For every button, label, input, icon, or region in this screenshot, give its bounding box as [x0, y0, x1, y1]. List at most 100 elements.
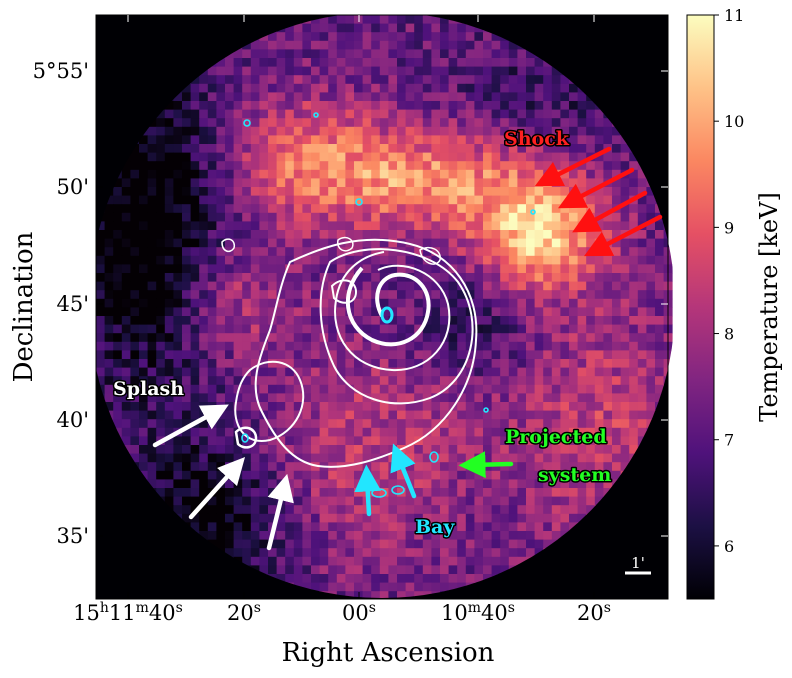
heatmap-cell: [190, 238, 200, 248]
heatmap-cell: [414, 350, 424, 360]
heatmap-cell: [147, 273, 157, 282]
heatmap-cell: [491, 479, 501, 489]
heatmap-cell: [577, 513, 587, 523]
heatmap-cell: [491, 169, 501, 179]
heatmap-cell: [612, 333, 621, 343]
heatmap-cell: [319, 290, 329, 300]
heatmap-cell: [319, 40, 329, 50]
heatmap-cell: [500, 83, 510, 93]
heatmap-cell: [328, 402, 338, 411]
heatmap-cell: [500, 66, 510, 76]
heatmap-cell: [620, 410, 630, 420]
heatmap-cell: [319, 195, 329, 205]
heatmap-cell: [646, 376, 656, 386]
heatmap-cell: [139, 144, 148, 153]
heatmap-cell: [483, 479, 492, 489]
heatmap-cell: [173, 178, 183, 188]
heatmap-cell: [121, 230, 131, 239]
heatmap-cell: [431, 152, 441, 162]
heatmap-cell: [465, 101, 475, 110]
heatmap-cell: [483, 118, 492, 128]
heatmap-cell: [242, 178, 252, 188]
heatmap-cell: [491, 49, 501, 59]
heatmap-cell: [388, 281, 398, 291]
heatmap-cell: [242, 169, 252, 179]
heatmap-cell: [319, 470, 329, 480]
heatmap-cell: [104, 316, 114, 325]
heatmap-cell: [345, 496, 355, 506]
heatmap-cell: [156, 453, 166, 463]
heatmap-cell: [362, 513, 372, 523]
heatmap-cell: [250, 58, 260, 67]
heatmap-cell: [345, 40, 355, 50]
heatmap-cell: [388, 212, 398, 222]
heatmap-cell: [508, 58, 518, 67]
heatmap-cell: [586, 135, 596, 145]
heatmap-cell: [293, 281, 303, 291]
heatmap-cell: [414, 531, 424, 540]
heatmap-cell: [225, 204, 234, 214]
heatmap-cell: [603, 462, 613, 472]
heatmap-cell: [311, 75, 320, 85]
heatmap-cell: [465, 135, 475, 145]
heatmap-cell: [276, 393, 286, 403]
heatmap-cell: [603, 479, 613, 489]
heatmap-cell: [594, 264, 604, 274]
heatmap-cell: [130, 290, 140, 300]
splash-arrow: [266, 473, 294, 551]
heatmap-cell: [388, 539, 398, 549]
heatmap-cell: [388, 479, 398, 489]
heatmap-cell: [379, 49, 389, 59]
heatmap-cell: [319, 582, 329, 592]
heatmap-cell: [285, 178, 295, 188]
heatmap-cell: [182, 324, 191, 334]
heatmap-cell: [199, 255, 209, 265]
heatmap-cell: [250, 273, 260, 282]
heatmap-cell: [311, 556, 320, 566]
heatmap-cell: [328, 264, 338, 274]
x-tick-label: 20s: [227, 600, 261, 625]
heatmap-cell: [569, 152, 578, 162]
heatmap-cell: [362, 462, 372, 472]
heatmap-cell: [164, 230, 174, 239]
heatmap-cell: [465, 376, 475, 386]
heatmap-cell: [543, 238, 553, 248]
heatmap-cell: [474, 187, 484, 196]
heatmap-cell: [216, 505, 226, 515]
heatmap-cell: [500, 281, 510, 291]
heatmap-cell: [629, 307, 639, 317]
heatmap-cell: [500, 556, 510, 566]
heatmap-cell: [457, 410, 467, 420]
heatmap-cell: [534, 316, 544, 325]
heatmap-cell: [302, 204, 312, 214]
heatmap-cell: [285, 290, 295, 300]
heatmap-cell: [156, 161, 166, 171]
heatmap-cell: [465, 247, 475, 257]
heatmap-cell: [379, 66, 389, 76]
heatmap-cell: [268, 393, 277, 403]
heatmap-cell: [534, 92, 544, 102]
heatmap-cell: [147, 479, 157, 489]
heatmap-cell: [388, 230, 398, 239]
heatmap-cell: [164, 359, 174, 368]
heatmap-cell: [293, 238, 303, 248]
heatmap-cell: [173, 290, 183, 300]
heatmap-cell: [147, 367, 157, 377]
heatmap-cell: [268, 187, 277, 196]
heatmap-cell: [457, 488, 467, 497]
heatmap-cell: [594, 152, 604, 162]
heatmap-cell: [336, 204, 346, 214]
heatmap-cell: [414, 419, 424, 429]
heatmap-cell: [551, 83, 561, 93]
heatmap-cell: [216, 462, 226, 472]
heatmap-cell: [560, 427, 570, 437]
heatmap-cell: [431, 427, 441, 437]
heatmap-cell: [379, 101, 389, 110]
heatmap-cell: [517, 410, 527, 420]
heatmap-cell: [362, 565, 372, 575]
heatmap-cell: [156, 333, 166, 343]
heatmap-cell: [259, 350, 269, 360]
heatmap-cell: [379, 410, 389, 420]
heatmap-cell: [113, 281, 123, 291]
heatmap-cell: [302, 384, 312, 394]
